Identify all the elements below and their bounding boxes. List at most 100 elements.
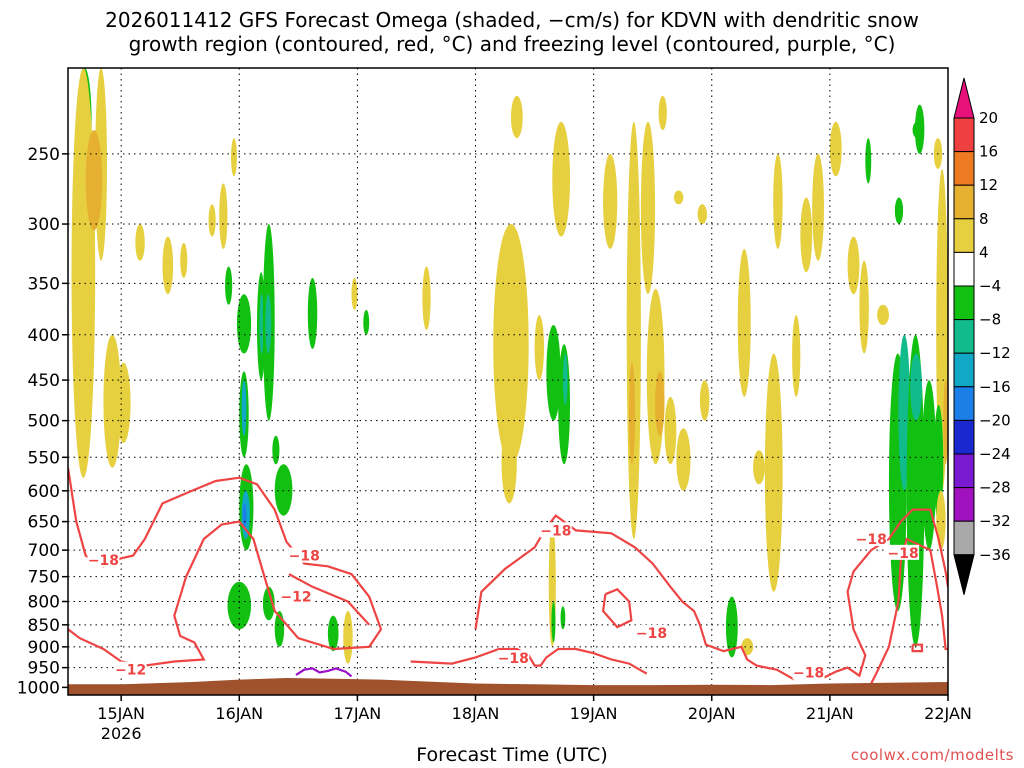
colorbar-label: −24 bbox=[979, 445, 1011, 463]
omega-cell bbox=[655, 371, 665, 436]
omega-cell bbox=[943, 380, 948, 465]
colorbar-label: −12 bbox=[979, 344, 1011, 362]
y-tick-label: 300 bbox=[28, 215, 60, 235]
y-tick-label: 250 bbox=[28, 145, 60, 165]
colorbar-segment bbox=[953, 419, 975, 455]
contour-label: −12 bbox=[115, 663, 146, 679]
colorbar-top-arrow bbox=[953, 77, 975, 119]
colorbar-segment bbox=[953, 151, 975, 186]
plot-frame bbox=[67, 67, 949, 696]
dgz-contours bbox=[68, 467, 948, 684]
omega-cell bbox=[673, 190, 684, 205]
colorbar-segment bbox=[953, 520, 975, 556]
dgz-contour-line bbox=[474, 514, 795, 681]
omega-cell bbox=[327, 615, 339, 652]
contour-label-bg bbox=[114, 661, 147, 677]
colorbar-segment bbox=[953, 218, 975, 253]
freezing-level-contour bbox=[295, 667, 353, 678]
omega-cell bbox=[343, 611, 353, 664]
omega-cell bbox=[227, 581, 252, 630]
omega-cell bbox=[265, 294, 272, 354]
colorbar-label: −36 bbox=[979, 546, 1011, 564]
omega-cell bbox=[307, 277, 318, 349]
x-tick-label: 17JAN bbox=[334, 704, 382, 723]
dgz-contour-line bbox=[288, 573, 371, 626]
credit-text: coolwx.com/modelts bbox=[850, 746, 1014, 764]
contour-label-bg bbox=[792, 664, 825, 680]
omega-cell bbox=[859, 260, 869, 354]
y-tick-label: 650 bbox=[28, 513, 60, 533]
omega-shading bbox=[71, 68, 948, 664]
y-tick-label: 900 bbox=[28, 638, 60, 658]
y-tick-label: 750 bbox=[28, 568, 60, 588]
omega-cell bbox=[236, 294, 252, 354]
dgz-contour-line bbox=[823, 508, 948, 679]
contour-label: −18 bbox=[856, 532, 887, 548]
contour-label: −18 bbox=[888, 546, 919, 562]
colorbar-label: −8 bbox=[979, 311, 1001, 329]
omega-cell bbox=[162, 236, 174, 295]
omega-cell bbox=[676, 428, 691, 491]
omega-cell bbox=[603, 153, 618, 249]
colorbar-label: −4 bbox=[979, 277, 1001, 295]
y-tick-label: 850 bbox=[28, 616, 60, 636]
colorbar-label: −28 bbox=[979, 479, 1011, 497]
chart-title-line-2: growth region (contoured, red, °C) and f… bbox=[128, 32, 896, 56]
colorbar-segment bbox=[953, 386, 975, 421]
y-tick-label: 950 bbox=[28, 659, 60, 679]
contour-label: −18 bbox=[636, 626, 667, 642]
omega-cell bbox=[241, 380, 247, 436]
omega-cell bbox=[422, 266, 431, 330]
grid-lines bbox=[68, 68, 948, 695]
y-tick-label: 450 bbox=[28, 371, 60, 391]
omega-cell bbox=[85, 130, 103, 231]
y-tick-label: 400 bbox=[28, 326, 60, 346]
omega-cell bbox=[135, 224, 145, 261]
y-tick-label: 1000 bbox=[17, 678, 60, 698]
omega-cell bbox=[753, 450, 765, 485]
colorbar-segment bbox=[953, 352, 975, 388]
colorbar-label: 16 bbox=[979, 143, 998, 161]
colorbar-segment bbox=[953, 117, 975, 153]
x-tick-label: 16JAN bbox=[215, 704, 263, 723]
contour-label: −18 bbox=[498, 651, 529, 667]
omega-cell bbox=[792, 315, 801, 397]
omega-cell bbox=[103, 334, 122, 468]
omega-cell bbox=[629, 362, 635, 465]
y-tick-label: 550 bbox=[28, 448, 60, 468]
ground-surface bbox=[68, 678, 948, 695]
omega-cell bbox=[764, 353, 783, 592]
contour-label-bg bbox=[635, 624, 668, 640]
omega-cell bbox=[510, 95, 523, 139]
dgz-contour-line bbox=[911, 643, 924, 653]
colorbar-label: 8 bbox=[979, 210, 989, 228]
omega-cell bbox=[501, 420, 517, 504]
y-tick-label: 700 bbox=[28, 541, 60, 561]
omega-cell bbox=[829, 121, 842, 177]
contour-label: −18 bbox=[289, 549, 320, 565]
colorbar-label: −20 bbox=[979, 411, 1011, 429]
contour-label-bg bbox=[539, 522, 572, 538]
omega-cell bbox=[664, 396, 677, 465]
dgz-contour-line bbox=[410, 647, 648, 675]
chart-title-line-1: 2026011412 GFS Forecast Omega (shaded, −… bbox=[105, 8, 919, 32]
y-tick-label: 800 bbox=[28, 593, 60, 613]
colorbar-label: 20 bbox=[979, 109, 998, 127]
contour-label-bg bbox=[87, 551, 120, 567]
omega-cell bbox=[225, 266, 233, 305]
contour-labels: −18−12−18−12−18−18−18−18−18−18 bbox=[87, 522, 920, 681]
contour-label-bg bbox=[855, 530, 888, 546]
omega-cell bbox=[259, 294, 265, 354]
contour-label: −12 bbox=[280, 590, 311, 606]
y-tick-label: 500 bbox=[28, 412, 60, 432]
colorbar-bottom-arrow bbox=[953, 554, 975, 595]
omega-cell bbox=[697, 204, 708, 225]
omega-cell bbox=[640, 121, 656, 295]
colorbar-label: −16 bbox=[979, 378, 1011, 396]
omega-cell bbox=[351, 277, 358, 310]
omega-cell bbox=[626, 121, 641, 539]
omega-cell bbox=[847, 236, 860, 295]
omega-cell bbox=[800, 197, 813, 273]
contour-label-bg bbox=[279, 588, 312, 604]
